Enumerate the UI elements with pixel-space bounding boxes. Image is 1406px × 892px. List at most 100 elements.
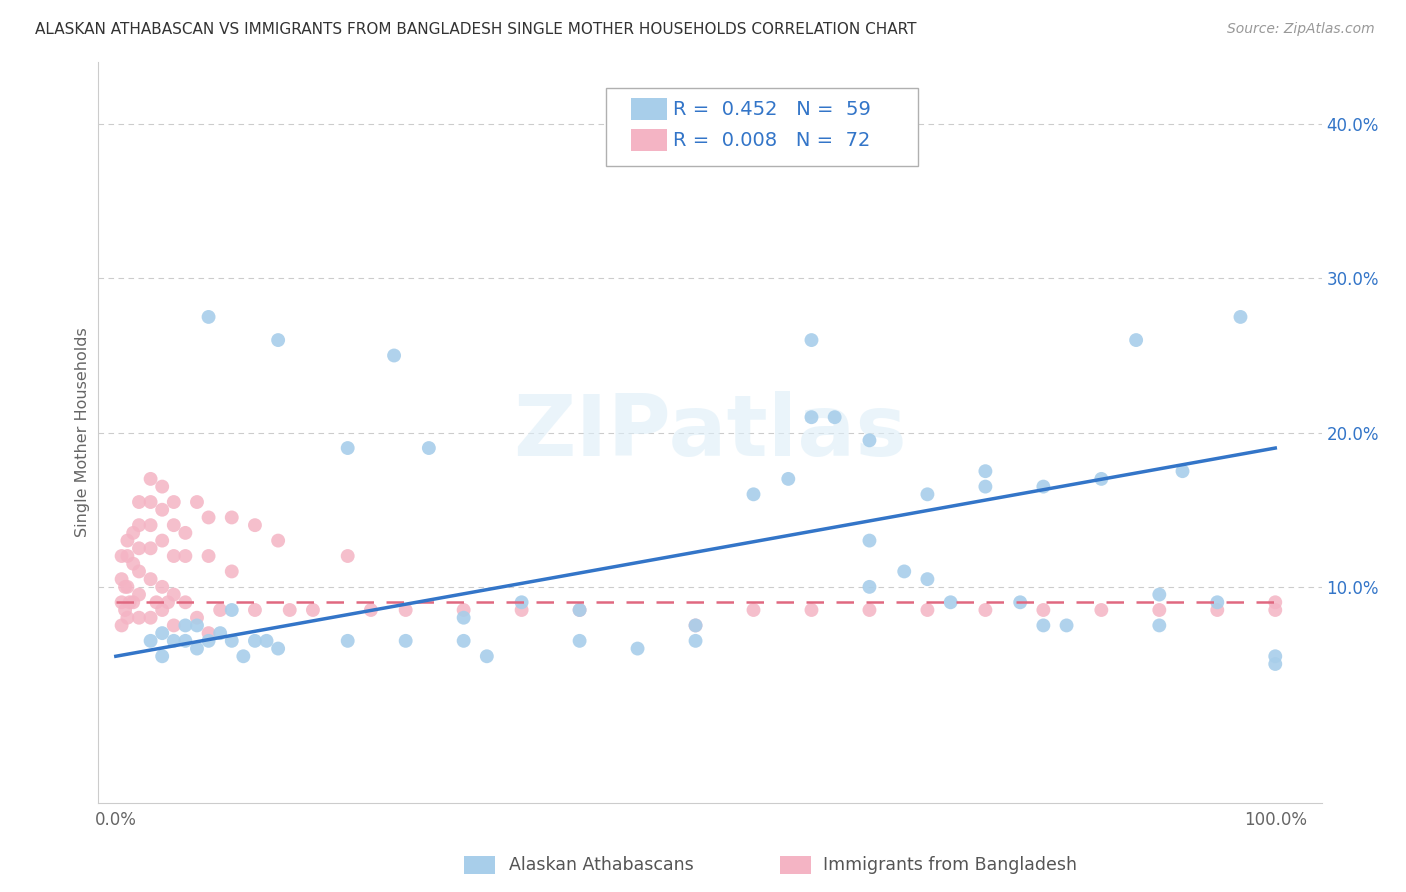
- Point: [685, 618, 707, 632]
- Point: [939, 595, 962, 609]
- Point: [510, 595, 533, 609]
- Point: [893, 565, 915, 579]
- Point: [1032, 603, 1054, 617]
- Point: [128, 495, 150, 509]
- Point: [114, 603, 136, 617]
- Point: [510, 603, 533, 617]
- Point: [117, 533, 139, 548]
- FancyBboxPatch shape: [630, 98, 668, 120]
- Point: [232, 649, 254, 664]
- Point: [110, 549, 132, 563]
- Point: [1264, 603, 1286, 617]
- Point: [360, 603, 382, 617]
- Point: [1264, 595, 1286, 609]
- Point: [128, 541, 150, 556]
- Point: [128, 588, 150, 602]
- Point: [139, 611, 162, 625]
- Point: [974, 603, 997, 617]
- Text: ALASKAN ATHABASCAN VS IMMIGRANTS FROM BANGLADESH SINGLE MOTHER HOUSEHOLDS CORREL: ALASKAN ATHABASCAN VS IMMIGRANTS FROM BA…: [35, 22, 917, 37]
- Point: [1206, 603, 1229, 617]
- Point: [197, 626, 219, 640]
- Point: [139, 495, 162, 509]
- Point: [1090, 472, 1112, 486]
- Point: [1032, 618, 1054, 632]
- Point: [778, 472, 800, 486]
- FancyBboxPatch shape: [606, 88, 918, 166]
- Point: [110, 595, 132, 609]
- Point: [395, 633, 418, 648]
- Point: [163, 588, 186, 602]
- Point: [139, 518, 162, 533]
- Point: [568, 633, 591, 648]
- Point: [267, 533, 290, 548]
- Point: [800, 603, 823, 617]
- Point: [209, 626, 232, 640]
- Point: [1149, 618, 1171, 632]
- Point: [917, 487, 939, 501]
- Point: [1149, 588, 1171, 602]
- Point: [150, 603, 173, 617]
- Point: [156, 595, 179, 609]
- Point: [1090, 603, 1112, 617]
- Point: [382, 349, 405, 363]
- Point: [150, 649, 173, 664]
- Point: [122, 557, 145, 571]
- Point: [336, 441, 359, 455]
- Point: [858, 603, 880, 617]
- Point: [163, 549, 186, 563]
- Point: [114, 580, 136, 594]
- Point: [278, 603, 301, 617]
- Point: [1171, 464, 1194, 478]
- Text: R =  0.452   N =  59: R = 0.452 N = 59: [673, 100, 872, 119]
- Point: [139, 472, 162, 486]
- Point: [150, 626, 173, 640]
- Point: [858, 533, 880, 548]
- Point: [163, 518, 186, 533]
- Point: [243, 633, 266, 648]
- Point: [1032, 480, 1054, 494]
- Point: [858, 434, 880, 448]
- Point: [858, 580, 880, 594]
- Point: [174, 618, 197, 632]
- Point: [118, 595, 141, 609]
- Point: [150, 533, 173, 548]
- Point: [117, 611, 139, 625]
- Point: [163, 618, 186, 632]
- FancyBboxPatch shape: [630, 129, 668, 152]
- Point: [145, 595, 167, 609]
- Point: [267, 641, 290, 656]
- Point: [150, 480, 173, 494]
- Point: [243, 518, 266, 533]
- Point: [1229, 310, 1251, 324]
- Point: [122, 525, 145, 540]
- Point: [453, 611, 475, 625]
- Point: [418, 441, 440, 455]
- Point: [267, 333, 290, 347]
- Point: [197, 310, 219, 324]
- Point: [974, 480, 997, 494]
- Point: [626, 641, 648, 656]
- Point: [453, 633, 475, 648]
- Point: [917, 572, 939, 586]
- Text: Immigrants from Bangladesh: Immigrants from Bangladesh: [823, 856, 1077, 874]
- Point: [139, 633, 162, 648]
- Point: [453, 603, 475, 617]
- Point: [256, 633, 278, 648]
- Point: [568, 603, 591, 617]
- Point: [1056, 618, 1078, 632]
- Point: [800, 333, 823, 347]
- Point: [742, 603, 765, 617]
- Point: [475, 649, 498, 664]
- Point: [110, 572, 132, 586]
- Point: [302, 603, 325, 617]
- Y-axis label: Single Mother Households: Single Mother Households: [75, 327, 90, 538]
- Point: [186, 618, 208, 632]
- Point: [122, 595, 145, 609]
- Point: [117, 580, 139, 594]
- Point: [174, 549, 197, 563]
- Point: [197, 633, 219, 648]
- Point: [128, 518, 150, 533]
- Point: [1264, 649, 1286, 664]
- Point: [395, 603, 418, 617]
- Point: [974, 464, 997, 478]
